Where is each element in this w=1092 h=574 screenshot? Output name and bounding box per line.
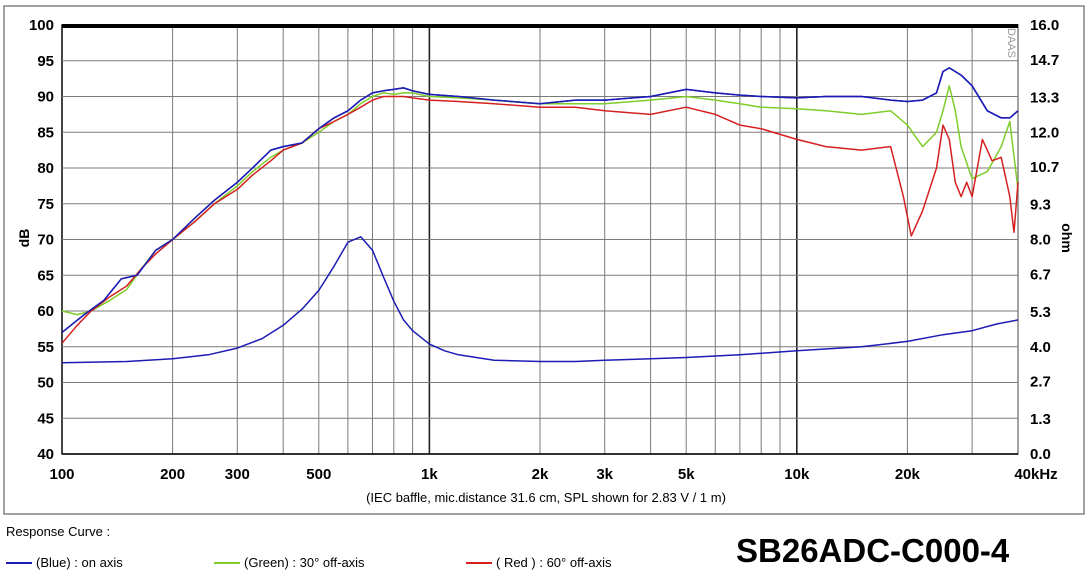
y-tick-label: 100 — [29, 17, 54, 34]
y2-tick-label: 4.0 — [1030, 339, 1051, 356]
y2-tick-label: 16.0 — [1030, 17, 1059, 34]
y-tick-label: 60 — [37, 303, 54, 320]
x-tick-label: 200 — [160, 466, 185, 483]
y2-tick-label: 6.7 — [1030, 266, 1051, 283]
legend-label-green: (Green) : 30° off-axis — [244, 555, 365, 570]
x-tick-label: 2k — [532, 466, 549, 483]
right-axis-ticks: 0.0 1.3 2.7 4.0 5.3 6.7 8.0 9.3 10.7 12.0 13.3 14.7… — [1030, 17, 1059, 463]
legend-item-blue: (Blue) : on axis — [6, 555, 123, 570]
y-tick-label: 70 — [37, 232, 54, 249]
watermark-text: DAAS — [1005, 28, 1017, 58]
legend-swatch-green — [214, 561, 240, 564]
frequency-response-chart: 40 45 50 55 60 65 70 75 80 85 90 95 100 0.0 1.3 2.7 4.0… — [3, 5, 1085, 515]
x-tick-label: 10k — [784, 466, 810, 483]
legend-label-red: ( Red ) : 60° off-axis — [496, 555, 612, 570]
y2-tick-label: 5.3 — [1030, 304, 1051, 321]
x-tick-label: 300 — [225, 466, 250, 483]
legend-swatch-red — [466, 561, 492, 564]
y2-axis-label: ohm — [1059, 223, 1075, 253]
y-axis-label: dB — [16, 229, 32, 248]
legend-item-green: (Green) : 30° off-axis — [214, 555, 365, 570]
series-line-3 — [61, 236, 1019, 364]
series-line-2 — [61, 95, 1019, 344]
x-tick-label: 40kHz — [1014, 466, 1057, 483]
y2-tick-label: 8.0 — [1030, 232, 1051, 249]
y2-tick-label: 1.3 — [1030, 411, 1051, 428]
y2-tick-label: 10.7 — [1030, 159, 1059, 176]
y2-tick-label: 13.3 — [1030, 89, 1059, 106]
series-lines — [61, 67, 1019, 364]
y-tick-label: 85 — [37, 124, 54, 141]
y2-tick-label: 14.7 — [1030, 52, 1059, 69]
y-tick-label: 50 — [37, 375, 54, 392]
x-tick-label: 20k — [895, 466, 921, 483]
series-line-on-axis-top — [61, 67, 1019, 333]
x-tick-label: 1k — [421, 466, 438, 483]
model-name: SB26ADC-C000-4 — [736, 532, 1010, 569]
y-tick-label: 55 — [37, 339, 54, 356]
legend-swatch-blue — [6, 561, 32, 564]
x-tick-label: 3k — [596, 466, 613, 483]
y-tick-label: 95 — [37, 53, 54, 70]
legend-label-blue: (Blue) : on axis — [36, 555, 123, 570]
legend-title: Response Curve : — [6, 524, 111, 539]
left-axis-ticks: 40 45 50 55 60 65 70 75 80 85 90 95 100 — [29, 17, 54, 463]
y2-tick-label: 12.0 — [1030, 124, 1059, 141]
y-tick-label: 65 — [37, 267, 54, 284]
x-tick-label: 100 — [49, 466, 74, 483]
y2-tick-label: 2.7 — [1030, 374, 1051, 391]
y2-tick-label: 0.0 — [1030, 446, 1051, 463]
y-tick-label: 75 — [37, 196, 54, 213]
y-tick-label: 40 — [37, 446, 54, 463]
grid-lines — [61, 24, 1019, 455]
y-tick-label: 80 — [37, 160, 54, 177]
y-tick-label: 45 — [37, 410, 54, 427]
y2-tick-label: 9.3 — [1030, 197, 1051, 214]
x-tick-label: 500 — [306, 466, 331, 483]
x-tick-label: 5k — [678, 466, 695, 483]
y-tick-label: 90 — [37, 89, 54, 106]
chart-annotation: (IEC baffle, mic.distance 31.6 cm, SPL s… — [366, 490, 726, 505]
legend-item-red: ( Red ) : 60° off-axis — [466, 555, 612, 570]
x-axis-ticks: 100 200 300 500 1k 2k 3k 5k 10k 20k 40kHz — [49, 466, 1057, 483]
